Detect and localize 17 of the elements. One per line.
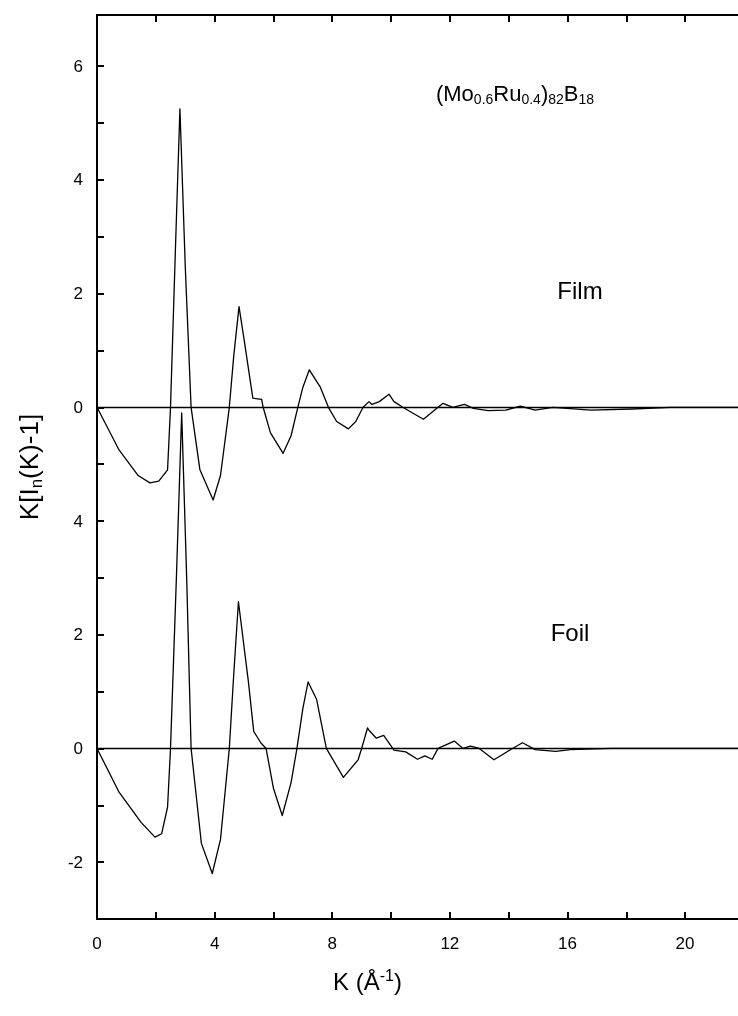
x-tick-label: 4: [209, 934, 220, 953]
y-tick-label: 2: [73, 284, 83, 304]
y-tick-label: 0: [73, 738, 83, 758]
y-tick-label: 4: [73, 170, 83, 190]
x-tick-label: 20: [675, 934, 695, 953]
x-tick-label: 0: [92, 934, 102, 953]
y-tick-label: 6: [73, 56, 83, 76]
text: Foil: [550, 618, 590, 646]
x-tick-label: 12: [440, 934, 460, 953]
x-tick-label: 8: [327, 934, 337, 953]
text: Film: [557, 276, 603, 304]
y-tick-label: -2: [67, 852, 83, 872]
x-tick-label: 16: [558, 934, 577, 953]
y-tick-label: 2: [73, 625, 83, 645]
y-axis-title: K[In(K)-1]: [14, 413, 46, 521]
y-tick-label: 0: [73, 397, 83, 417]
y-tick-label: 4: [73, 511, 83, 531]
